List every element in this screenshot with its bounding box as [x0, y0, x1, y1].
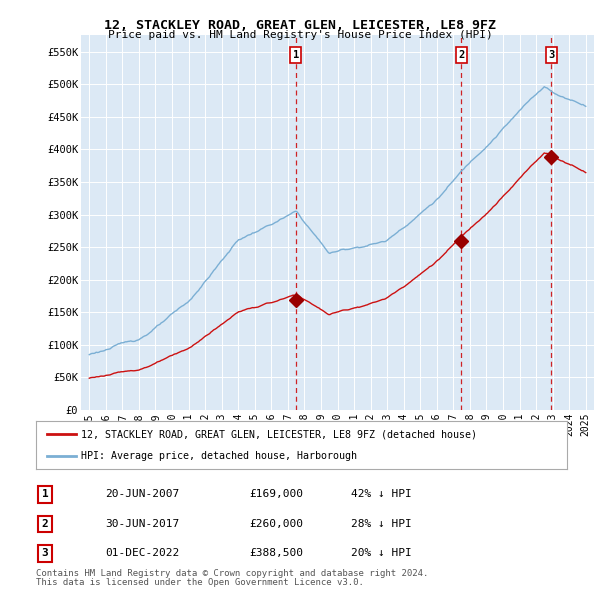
Text: 2: 2 [41, 519, 49, 529]
Text: HPI: Average price, detached house, Harborough: HPI: Average price, detached house, Harb… [81, 451, 357, 461]
Text: 2: 2 [458, 50, 464, 60]
Text: £388,500: £388,500 [249, 549, 303, 558]
Text: Price paid vs. HM Land Registry's House Price Index (HPI): Price paid vs. HM Land Registry's House … [107, 30, 493, 40]
Text: 30-JUN-2017: 30-JUN-2017 [105, 519, 179, 529]
Text: 20% ↓ HPI: 20% ↓ HPI [351, 549, 412, 558]
Text: 20-JUN-2007: 20-JUN-2007 [105, 490, 179, 499]
Text: Contains HM Land Registry data © Crown copyright and database right 2024.: Contains HM Land Registry data © Crown c… [36, 569, 428, 578]
Text: 1: 1 [293, 50, 299, 60]
Text: 28% ↓ HPI: 28% ↓ HPI [351, 519, 412, 529]
Text: 12, STACKLEY ROAD, GREAT GLEN, LEICESTER, LE8 9FZ (detached house): 12, STACKLEY ROAD, GREAT GLEN, LEICESTER… [81, 429, 477, 439]
Text: This data is licensed under the Open Government Licence v3.0.: This data is licensed under the Open Gov… [36, 578, 364, 588]
Text: 1: 1 [41, 490, 49, 499]
Text: £169,000: £169,000 [249, 490, 303, 499]
Text: 12, STACKLEY ROAD, GREAT GLEN, LEICESTER, LE8 9FZ: 12, STACKLEY ROAD, GREAT GLEN, LEICESTER… [104, 19, 496, 32]
Text: £260,000: £260,000 [249, 519, 303, 529]
Text: 3: 3 [548, 50, 554, 60]
Text: 01-DEC-2022: 01-DEC-2022 [105, 549, 179, 558]
Text: 3: 3 [41, 549, 49, 558]
Text: 42% ↓ HPI: 42% ↓ HPI [351, 490, 412, 499]
